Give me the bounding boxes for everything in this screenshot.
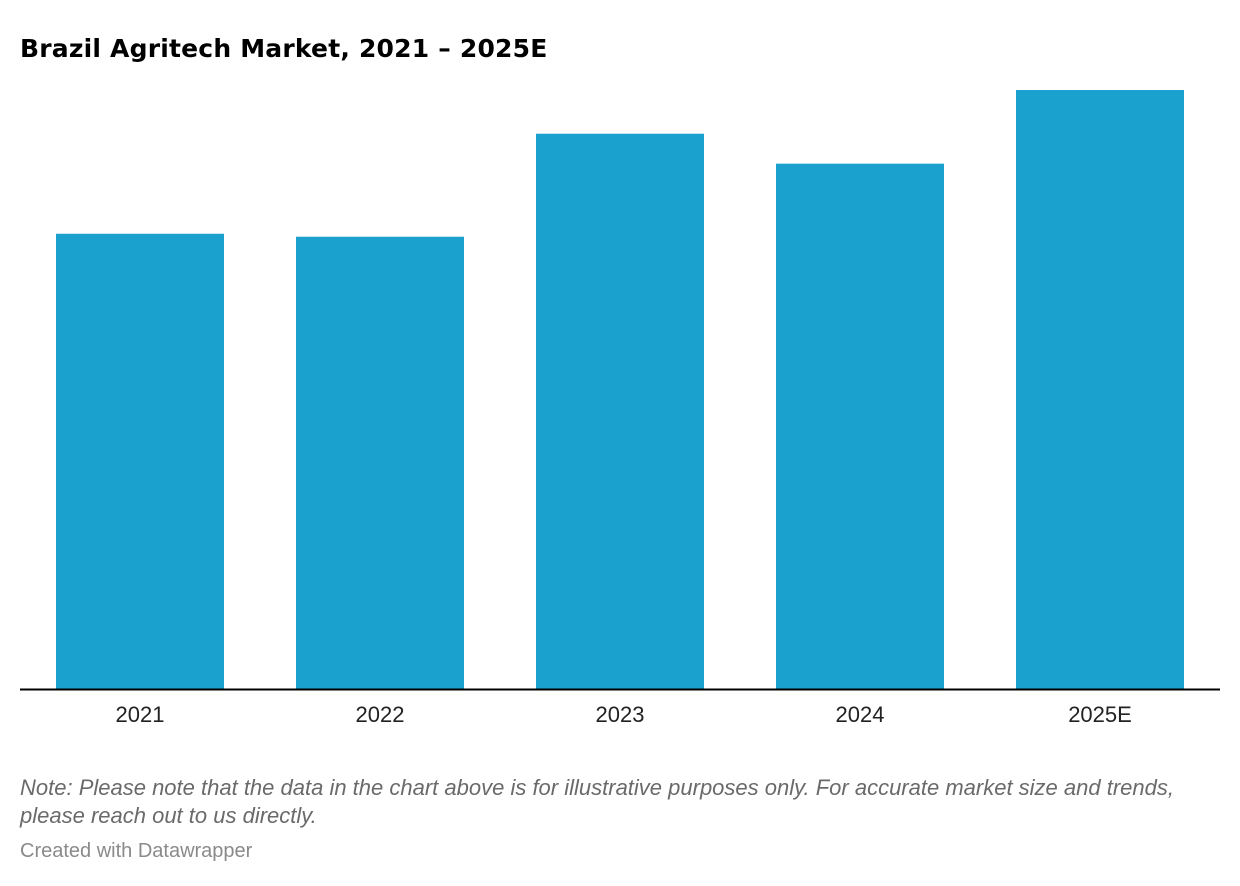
credit-text: Created with Datawrapper <box>20 840 253 862</box>
x-tick-label: 2021 <box>116 702 165 727</box>
bar-2024 <box>776 163 944 689</box>
x-tick-label: 2025E <box>1068 702 1132 727</box>
bar-2023 <box>536 133 704 690</box>
bar-chart: 2021 2022 2023 2024 2025E <box>20 90 1220 727</box>
x-tick-label: 2024 <box>836 702 885 727</box>
chart-note: Note: Please note that the data in the c… <box>20 775 1174 828</box>
x-tick-label: 2023 <box>596 702 645 727</box>
chart-title: Brazil Agritech Market, 2021 – 2025E <box>20 34 548 63</box>
bar-2025E <box>1016 90 1184 689</box>
bar-2022 <box>296 236 464 689</box>
x-tick-label: 2022 <box>356 702 405 727</box>
bar-2021 <box>56 233 224 689</box>
